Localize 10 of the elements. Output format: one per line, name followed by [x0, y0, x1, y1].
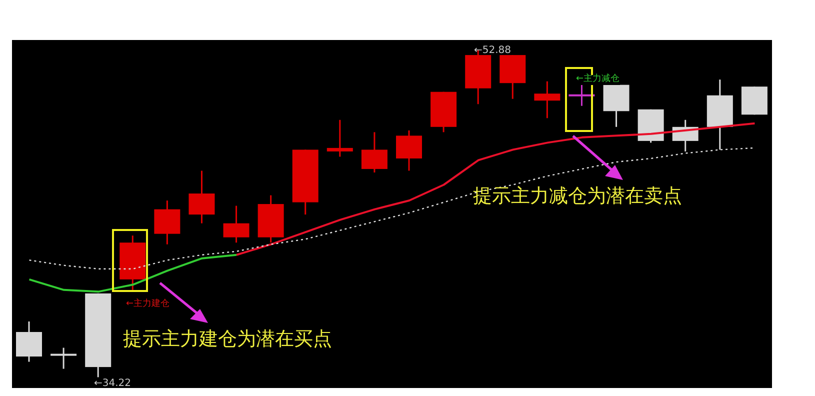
annotation: ←52.88	[474, 45, 512, 56]
annotation: ←主力减仓	[576, 74, 620, 85]
annotation: 提示主力减仓为潜在卖点	[473, 185, 682, 207]
candlestick	[326, 119, 353, 158]
candlestick	[50, 347, 77, 370]
annotation: ←主力建仓	[126, 299, 170, 310]
candlestick	[534, 80, 560, 119]
annotation: 提示主力建仓为潜在买点	[123, 328, 332, 350]
candlestick	[568, 84, 595, 107]
text: ←34.22	[94, 378, 132, 389]
